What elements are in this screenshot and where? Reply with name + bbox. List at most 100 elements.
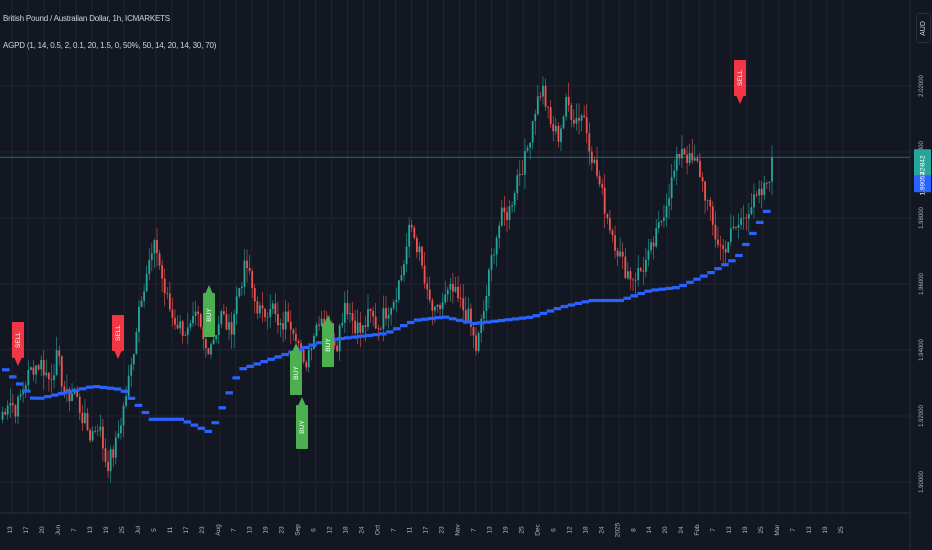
candle-body[interactable]: [261, 305, 264, 309]
candle-body[interactable]: [333, 341, 336, 346]
candle-body[interactable]: [464, 310, 467, 322]
candle-body[interactable]: [490, 255, 493, 270]
candle-body[interactable]: [47, 372, 50, 380]
buy-signal[interactable]: BUY: [290, 343, 302, 395]
sell-signal[interactable]: SELL: [734, 60, 746, 104]
candle-body[interactable]: [377, 328, 380, 329]
candle-body[interactable]: [488, 269, 490, 296]
candle-body[interactable]: [204, 339, 207, 349]
candle-body[interactable]: [634, 279, 637, 281]
candle-body[interactable]: [45, 372, 48, 376]
candle-body[interactable]: [562, 116, 565, 129]
candle-body[interactable]: [349, 313, 351, 315]
candle-body[interactable]: [220, 311, 223, 325]
candle-body[interactable]: [454, 286, 457, 292]
candle-body[interactable]: [753, 194, 755, 208]
candle-body[interactable]: [470, 308, 472, 328]
candle-body[interactable]: [315, 324, 318, 336]
candle-body[interactable]: [168, 293, 171, 310]
candle-body[interactable]: [125, 396, 127, 406]
candle-body[interactable]: [42, 360, 45, 376]
candle-body[interactable]: [112, 449, 115, 458]
candle-body[interactable]: [382, 308, 385, 330]
candle-body[interactable]: [181, 321, 184, 336]
candle-body[interactable]: [593, 159, 596, 163]
candle-body[interactable]: [259, 305, 261, 314]
candle-body[interactable]: [678, 153, 681, 159]
candle-body[interactable]: [243, 260, 246, 287]
candle-body[interactable]: [189, 323, 192, 328]
candle-body[interactable]: [89, 430, 91, 441]
currency-badge[interactable]: AUD: [916, 13, 931, 43]
candle-body[interactable]: [629, 271, 632, 280]
candle-body[interactable]: [441, 302, 444, 310]
candle-body[interactable]: [78, 396, 81, 413]
candle-body[interactable]: [233, 314, 236, 335]
candle-body[interactable]: [472, 327, 475, 336]
candle-body[interactable]: [475, 335, 477, 352]
candle-body[interactable]: [403, 264, 405, 276]
candle-body[interactable]: [606, 213, 609, 219]
candle-body[interactable]: [704, 181, 706, 201]
candle-body[interactable]: [150, 253, 153, 260]
buy-signal[interactable]: BUY: [203, 285, 215, 337]
candle-body[interactable]: [408, 224, 411, 247]
candle-body[interactable]: [186, 327, 189, 336]
candle-body[interactable]: [529, 142, 532, 148]
candle-body[interactable]: [395, 299, 398, 302]
candle-body[interactable]: [619, 251, 622, 257]
candle-body[interactable]: [109, 449, 112, 472]
candle-body[interactable]: [4, 411, 7, 415]
candle-body[interactable]: [482, 311, 485, 319]
candle-body[interactable]: [459, 298, 462, 299]
candle-body[interactable]: [740, 218, 743, 225]
candle-body[interactable]: [91, 431, 94, 441]
candle-body[interactable]: [130, 364, 133, 376]
candle-body[interactable]: [99, 426, 102, 431]
candle-body[interactable]: [758, 188, 761, 196]
candle-body[interactable]: [24, 385, 27, 390]
candle-body[interactable]: [737, 224, 740, 228]
candle-body[interactable]: [341, 322, 344, 326]
candle-body[interactable]: [747, 214, 750, 219]
candle-body[interactable]: [320, 318, 323, 326]
candle-body[interactable]: [508, 206, 511, 221]
candle-body[interactable]: [650, 242, 652, 251]
candle-body[interactable]: [81, 412, 84, 424]
candle-body[interactable]: [657, 222, 660, 228]
candle-body[interactable]: [158, 253, 161, 266]
candle-body[interactable]: [701, 177, 704, 182]
candle-body[interactable]: [557, 125, 560, 142]
candle-body[interactable]: [415, 237, 418, 253]
candle-body[interactable]: [760, 188, 763, 196]
candle-body[interactable]: [503, 207, 506, 213]
candle-body[interactable]: [524, 150, 526, 175]
candle-body[interactable]: [292, 329, 295, 334]
candle-body[interactable]: [696, 158, 699, 161]
candle-body[interactable]: [670, 177, 673, 199]
candle-body[interactable]: [462, 298, 465, 311]
candle-body[interactable]: [361, 325, 364, 333]
indicator-title[interactable]: AGPD (1, 14, 0.5, 2, 0.1, 20, 1.5, 0, 50…: [3, 41, 217, 50]
candle-body[interactable]: [449, 284, 452, 290]
candle-body[interactable]: [580, 115, 583, 121]
candle-body[interactable]: [745, 217, 748, 219]
candle-body[interactable]: [323, 318, 326, 326]
candle-body[interactable]: [608, 218, 611, 231]
candle-body[interactable]: [467, 308, 470, 322]
candle-body[interactable]: [719, 244, 722, 246]
candle-body[interactable]: [452, 284, 454, 292]
candle-body[interactable]: [675, 153, 678, 171]
candle-body[interactable]: [542, 85, 544, 97]
candle-body[interactable]: [583, 115, 586, 118]
candle-body[interactable]: [637, 268, 640, 281]
candle-body[interactable]: [305, 361, 308, 368]
candle-body[interactable]: [575, 118, 578, 124]
candle-body[interactable]: [264, 308, 266, 318]
candle-body[interactable]: [498, 225, 501, 238]
candle-body[interactable]: [364, 325, 367, 327]
candle-body[interactable]: [318, 324, 320, 326]
candle-body[interactable]: [73, 390, 76, 394]
candle-body[interactable]: [127, 375, 130, 397]
